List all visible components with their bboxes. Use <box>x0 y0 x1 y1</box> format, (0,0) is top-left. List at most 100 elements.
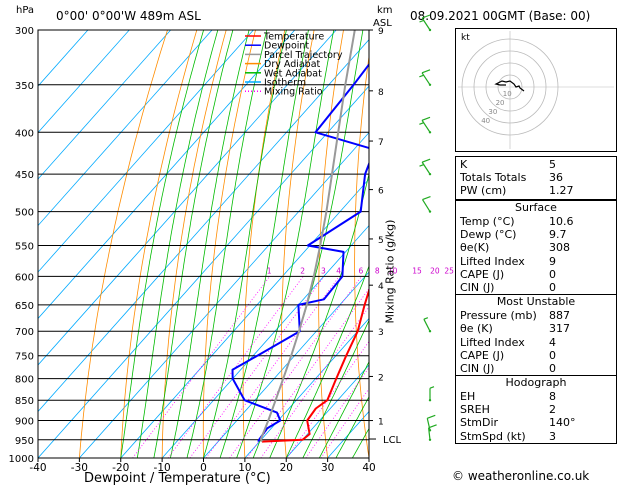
hodograph-ring-label: 20 <box>496 99 505 107</box>
hodograph-unit-label: kt <box>461 33 470 43</box>
most-unstable-value: 317 <box>549 322 570 336</box>
surface-row: Temp (°C) 10.6 <box>456 215 616 228</box>
x-tick-label: -40 <box>29 462 46 474</box>
km-unit-label: km <box>377 5 393 16</box>
legend-label: Mixing Ratio <box>264 87 323 98</box>
mixing-ratio-label: 25 <box>444 266 454 275</box>
wet-adiabat-line <box>318 360 369 458</box>
wind-barb <box>423 317 432 333</box>
legend-label: Dewpoint <box>264 41 309 52</box>
surface-value: 9 <box>549 254 556 268</box>
surface-key: CIN (J) <box>460 280 495 294</box>
most-unstable-value: 887 <box>549 309 570 323</box>
surface-row: CAPE (J) 0 <box>456 268 616 281</box>
km-tick-label: 7 <box>378 138 384 148</box>
hodograph-table-key: EH <box>460 390 476 404</box>
isotherm-line <box>38 30 254 273</box>
dry-adiabat-line <box>354 53 369 458</box>
most-unstable-key: θe (K) <box>460 322 493 336</box>
km-tick-label: 2 <box>378 373 384 383</box>
hodograph-ring-label: 40 <box>481 117 490 125</box>
datetime-title: 08.09.2021 00GMT (Base: 00) <box>410 9 591 23</box>
pressure-tick-label: 350 <box>15 81 34 92</box>
dry-adiabat-line <box>423 30 452 458</box>
most-unstable-key: CIN (J) <box>460 361 495 375</box>
hodograph-table-row: StmSpd (kt) 3 <box>456 430 616 443</box>
indices-panel: K 5 Totals Totals 36 PW (cm) 1.27 <box>455 156 617 200</box>
pressure-tick-label: 850 <box>15 396 34 407</box>
x-tick-label: -10 <box>154 462 171 474</box>
pressure-tick-label: 300 <box>15 26 34 37</box>
mixing-ratio-line <box>205 276 340 458</box>
x-tick-label: 30 <box>321 462 334 474</box>
hodograph-table-value: 8 <box>549 390 556 404</box>
temperature-profile <box>261 287 369 443</box>
index-key: PW (cm) <box>460 184 507 198</box>
most-unstable-value: 4 <box>549 335 556 349</box>
pressure-tick-label: 800 <box>15 375 34 386</box>
km-tick-label: 8 <box>378 88 384 98</box>
hodograph-table-value: 3 <box>549 429 556 443</box>
index-row: Totals Totals 36 <box>456 171 616 184</box>
mixing-ratio-label: 20 <box>430 266 440 275</box>
surface-value: 9.7 <box>549 228 567 242</box>
mixing-ratio-axis-label: Mixing Ratio (g/kg) <box>383 219 397 324</box>
hodograph-table-title: Hodograph <box>505 376 567 390</box>
km-tick-label: 9 <box>378 27 384 37</box>
hodograph-table-value: 2 <box>549 403 556 417</box>
mixing-ratio-label: 3 <box>321 266 326 275</box>
x-axis-label: Dewpoint / Temperature (°C) <box>84 471 271 486</box>
hodograph-table-key: StmDir <box>460 416 499 430</box>
surface-key: θe(K) <box>460 241 490 255</box>
surface-row: Dewp (°C) 9.7 <box>456 228 616 241</box>
pressure-tick-label: 500 <box>15 208 34 219</box>
index-key: K <box>460 158 468 171</box>
index-value: 36 <box>549 171 563 185</box>
hpa-unit-label: hPa <box>16 5 35 16</box>
hodograph-table-row: StmDir 140° <box>456 416 616 429</box>
wind-barb <box>428 386 435 402</box>
isotherm-line <box>161 224 369 458</box>
km-tick-label: 3 <box>378 328 384 338</box>
mixing-ratio-line <box>167 276 304 458</box>
pressure-tick-label: 550 <box>15 241 34 252</box>
mixing-ratio-line <box>260 306 369 458</box>
pressure-tick-label: 950 <box>15 436 34 447</box>
pressure-tick-label: 1000 <box>9 454 34 465</box>
mixing-ratio-line <box>189 276 325 458</box>
most-unstable-key: Lifted Index <box>460 335 525 349</box>
x-tick-label: -20 <box>112 462 129 474</box>
km-tick-label: 4 <box>378 282 384 292</box>
hodograph-table-row: EH 8 <box>456 390 616 403</box>
isotherm-line <box>38 30 213 227</box>
mixing-ratio-label: 1 <box>267 266 272 275</box>
wet-adiabat-line <box>302 319 369 458</box>
legend-label: Isotherm <box>264 78 306 89</box>
dewpoint-profile <box>231 62 369 443</box>
mixing-ratio-label: 8 <box>375 266 380 275</box>
wet-adiabat-line <box>335 396 369 458</box>
legend-label: Parcel Trajectory <box>264 50 343 61</box>
hodograph-table-key: StmSpd (kt) <box>460 429 526 443</box>
surface-key: Temp (°C) <box>460 215 515 228</box>
most-unstable-row: Pressure (mb) 887 <box>456 309 616 322</box>
most-unstable-value: 0 <box>549 361 556 375</box>
mixing-ratio-label: 6 <box>358 266 363 275</box>
isotherm-line <box>203 271 369 458</box>
mixing-ratio-label: 4 <box>336 266 341 275</box>
mixing-ratio-label: 10 <box>388 266 398 275</box>
pressure-tick-label: 700 <box>15 327 34 338</box>
wind-barb <box>419 158 432 176</box>
legend-label: Wet Adiabat <box>264 68 322 79</box>
hodograph-trace <box>494 80 525 92</box>
hodograph-table-value: 140° <box>549 416 576 430</box>
most-unstable-title: Most Unstable <box>496 295 576 309</box>
wind-barb <box>428 424 437 441</box>
isotherm-line <box>285 364 369 458</box>
copyright-footer: © weatheronline.co.uk <box>452 469 590 483</box>
legend-label: Temperature <box>263 32 324 43</box>
mixing-ratio-label: 15 <box>412 266 422 275</box>
